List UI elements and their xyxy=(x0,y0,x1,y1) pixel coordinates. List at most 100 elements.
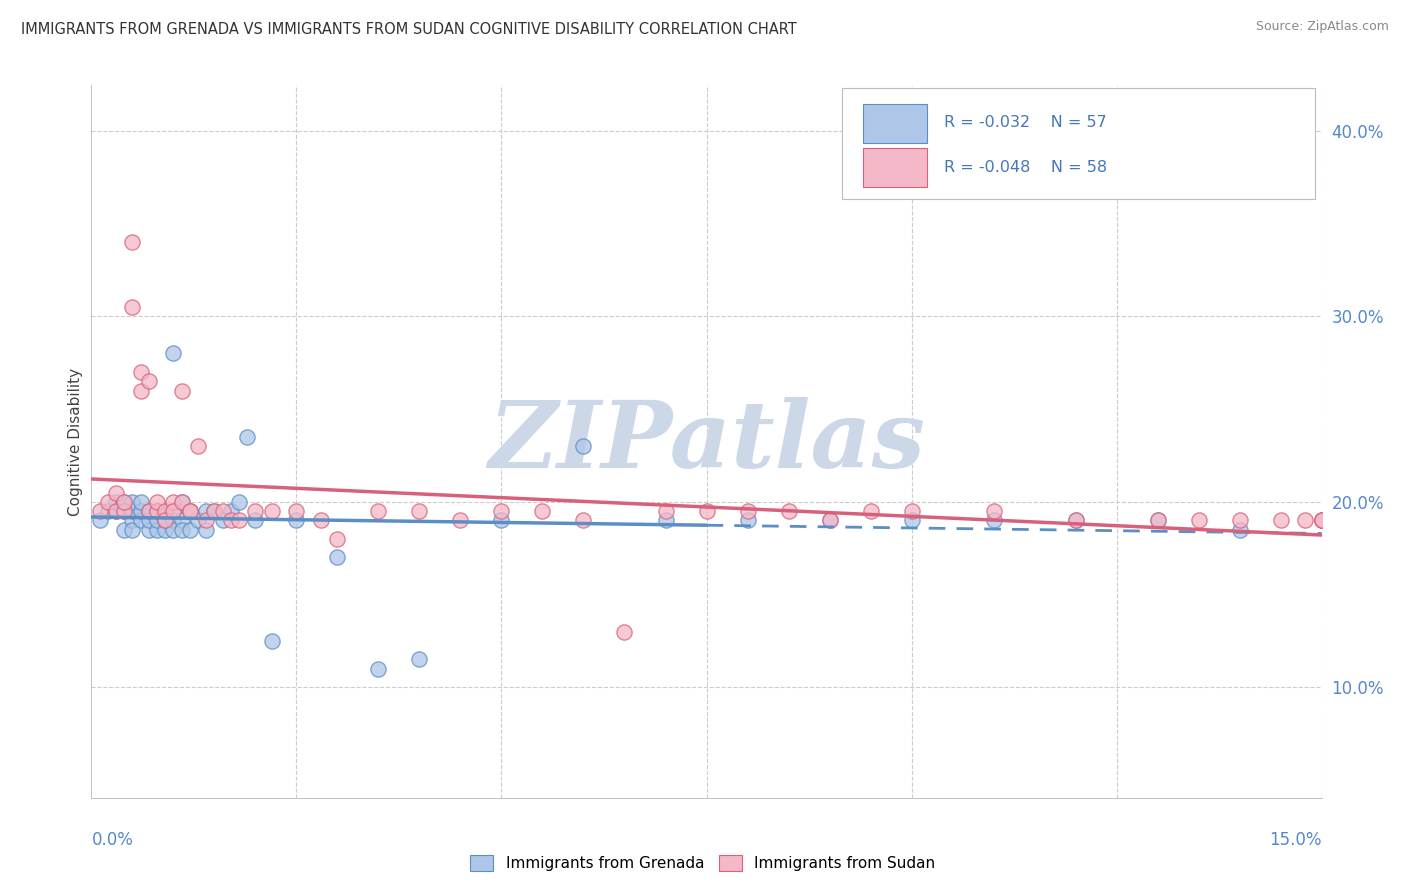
Point xyxy=(219,513,242,527)
Point xyxy=(112,495,135,509)
Point xyxy=(153,504,177,518)
Point xyxy=(121,235,143,250)
Point xyxy=(179,504,201,518)
Point xyxy=(112,523,135,537)
Point xyxy=(859,504,882,518)
Text: ZIPatlas: ZIPatlas xyxy=(488,397,925,486)
Point xyxy=(491,504,513,518)
Point xyxy=(245,513,267,527)
Point xyxy=(146,495,169,509)
Point xyxy=(170,495,193,509)
Point xyxy=(129,513,152,527)
Point xyxy=(491,513,513,527)
Point xyxy=(228,495,250,509)
Point xyxy=(326,532,349,546)
Point xyxy=(129,365,152,379)
Point xyxy=(1270,513,1292,527)
Point xyxy=(778,504,800,518)
Point xyxy=(737,504,759,518)
Point xyxy=(153,513,177,527)
Point xyxy=(1187,513,1209,527)
Point xyxy=(146,523,169,537)
Point xyxy=(121,523,143,537)
Point xyxy=(531,504,554,518)
Point xyxy=(105,504,127,518)
Text: R = -0.048    N = 58: R = -0.048 N = 58 xyxy=(943,160,1107,175)
Point xyxy=(449,513,471,527)
Point xyxy=(983,504,1005,518)
Point xyxy=(260,633,283,648)
Point xyxy=(572,513,595,527)
Point xyxy=(408,504,430,518)
Text: 0.0%: 0.0% xyxy=(91,831,134,849)
Point xyxy=(97,495,120,509)
Point xyxy=(121,495,143,509)
Point xyxy=(146,504,169,518)
Point xyxy=(121,504,143,518)
Text: 15.0%: 15.0% xyxy=(1270,831,1322,849)
Point xyxy=(179,504,201,518)
Point xyxy=(170,513,193,527)
Point xyxy=(162,495,184,509)
Point xyxy=(153,504,177,518)
Point xyxy=(138,374,160,388)
Point xyxy=(236,430,259,444)
Point xyxy=(1064,513,1087,527)
Point xyxy=(1146,513,1168,527)
Point xyxy=(1229,513,1251,527)
FancyBboxPatch shape xyxy=(863,103,927,143)
Point xyxy=(1310,513,1333,527)
Point xyxy=(138,513,160,527)
Point xyxy=(202,504,225,518)
Point xyxy=(285,513,308,527)
Point xyxy=(170,495,193,509)
Point xyxy=(1229,523,1251,537)
Point xyxy=(900,504,922,518)
Point xyxy=(146,504,169,518)
Point xyxy=(162,346,184,360)
Point xyxy=(129,495,152,509)
Legend: Immigrants from Grenada, Immigrants from Sudan: Immigrants from Grenada, Immigrants from… xyxy=(464,849,942,877)
Point xyxy=(89,504,111,518)
Point xyxy=(153,513,177,527)
Point xyxy=(187,439,209,453)
Point xyxy=(1310,513,1333,527)
Y-axis label: Cognitive Disability: Cognitive Disability xyxy=(67,368,83,516)
Point xyxy=(112,495,135,509)
Point xyxy=(695,504,717,518)
Point xyxy=(818,513,841,527)
Point xyxy=(129,504,152,518)
Point xyxy=(105,485,127,500)
Point xyxy=(408,652,430,666)
Point xyxy=(112,504,135,518)
Point xyxy=(162,523,184,537)
Point xyxy=(1310,513,1333,527)
Point xyxy=(367,504,389,518)
Point xyxy=(211,513,233,527)
Point xyxy=(1294,513,1316,527)
Point xyxy=(572,439,595,453)
Point xyxy=(170,523,193,537)
Point xyxy=(367,662,389,676)
Point xyxy=(138,504,160,518)
Point xyxy=(1310,513,1333,527)
Point xyxy=(138,523,160,537)
Point xyxy=(1146,513,1168,527)
Point xyxy=(211,504,233,518)
Point xyxy=(105,495,127,509)
Point xyxy=(153,523,177,537)
Point xyxy=(179,504,201,518)
Text: IMMIGRANTS FROM GRENADA VS IMMIGRANTS FROM SUDAN COGNITIVE DISABILITY CORRELATIO: IMMIGRANTS FROM GRENADA VS IMMIGRANTS FR… xyxy=(21,22,797,37)
Point xyxy=(121,513,143,527)
Point xyxy=(285,504,308,518)
Point xyxy=(654,504,676,518)
Point xyxy=(245,504,267,518)
Point xyxy=(162,504,184,518)
Point xyxy=(97,504,120,518)
Point xyxy=(818,513,841,527)
Point xyxy=(195,513,218,527)
Point xyxy=(129,384,152,398)
Point xyxy=(89,513,111,527)
Point xyxy=(187,513,209,527)
Text: Source: ZipAtlas.com: Source: ZipAtlas.com xyxy=(1256,20,1389,33)
